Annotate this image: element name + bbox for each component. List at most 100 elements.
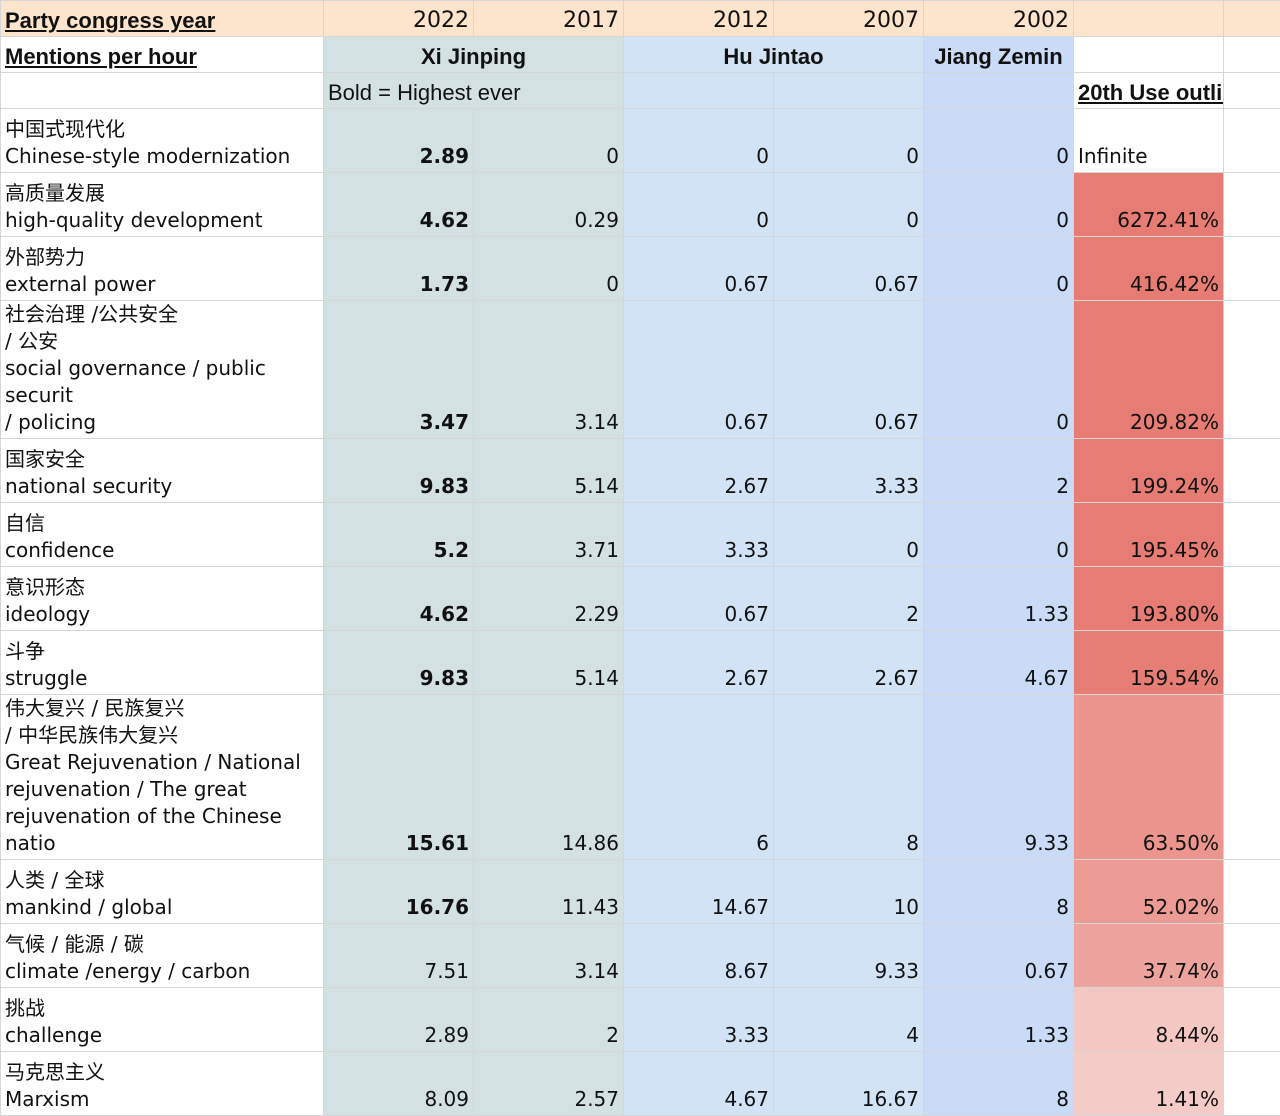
value-cell-2007[interactable]: 2 [774,567,924,631]
term-label-cell[interactable]: 气候 / 能源 / 碳 climate /energy / carbon [1,924,324,988]
outlier-cell[interactable]: 416.42% [1074,237,1224,301]
empty-cell[interactable] [1224,37,1280,73]
leader-xi[interactable]: Xi Jinping [324,37,624,73]
empty-cell[interactable] [1074,1,1224,37]
value-cell-2007[interactable]: 2.67 [774,631,924,695]
outlier-cell[interactable]: 199.24% [1074,439,1224,503]
value-cell-2002[interactable]: 0 [924,173,1074,237]
value-cell-2002[interactable]: 8 [924,860,1074,924]
value-cell-2002[interactable]: 8 [924,1052,1074,1116]
year-2007[interactable]: 2007 [774,1,924,37]
empty-cell[interactable] [1224,237,1280,301]
value-cell-2007[interactable]: 0 [774,173,924,237]
empty-cell[interactable] [1224,695,1280,860]
term-label-cell[interactable]: 高质量发展 high-quality development [1,173,324,237]
value-cell-2012[interactable]: 8.67 [624,924,774,988]
empty-cell[interactable] [1224,1052,1280,1116]
term-label-cell[interactable]: 人类 / 全球 mankind / global [1,860,324,924]
value-cell-2017[interactable]: 0 [474,109,624,173]
value-cell-2007[interactable]: 4 [774,988,924,1052]
value-cell-2022[interactable]: 7.51 [324,924,474,988]
empty-cell[interactable] [1224,109,1280,173]
value-cell-2012[interactable]: 0 [624,173,774,237]
outlier-cell[interactable]: 195.45% [1074,503,1224,567]
outlier-cell[interactable]: 159.54% [1074,631,1224,695]
outlier-cell[interactable]: 63.50% [1074,695,1224,860]
year-2012[interactable]: 2012 [624,1,774,37]
value-cell-2002[interactable]: 0.67 [924,924,1074,988]
outlier-cell[interactable]: 6272.41% [1074,173,1224,237]
empty-cell[interactable] [1224,924,1280,988]
value-cell-2007[interactable]: 8 [774,695,924,860]
empty-cell[interactable] [1224,73,1280,109]
value-cell-2007[interactable]: 10 [774,860,924,924]
value-cell-2012[interactable]: 3.33 [624,503,774,567]
subtitle-cell[interactable]: Mentions per hour [1,37,324,73]
value-cell-2017[interactable]: 2.29 [474,567,624,631]
year-2002[interactable]: 2002 [924,1,1074,37]
value-cell-2002[interactable]: 4.67 [924,631,1074,695]
term-label-cell[interactable]: 伟大复兴 / 民族复兴 / 中华民族伟大复兴 Great Rejuvenatio… [1,695,324,860]
empty-cell[interactable] [774,73,924,109]
value-cell-2007[interactable]: 3.33 [774,439,924,503]
value-cell-2017[interactable]: 3.14 [474,924,624,988]
value-cell-2007[interactable]: 0.67 [774,237,924,301]
outliers-title[interactable]: 20th Use outliers [1074,73,1224,109]
term-label-cell[interactable]: 外部势力 external power [1,237,324,301]
value-cell-2012[interactable]: 0 [624,109,774,173]
value-cell-2017[interactable]: 5.14 [474,439,624,503]
empty-cell[interactable] [1224,860,1280,924]
outlier-cell[interactable]: 1.41% [1074,1052,1224,1116]
value-cell-2012[interactable]: 4.67 [624,1052,774,1116]
value-cell-2017[interactable]: 3.71 [474,503,624,567]
value-cell-2022[interactable]: 1.73 [324,237,474,301]
outlier-cell[interactable]: 209.82% [1074,301,1224,439]
value-cell-2012[interactable]: 14.67 [624,860,774,924]
outlier-cell[interactable]: 8.44% [1074,988,1224,1052]
leader-jiang[interactable]: Jiang Zemin [924,37,1074,73]
value-cell-2017[interactable]: 5.14 [474,631,624,695]
empty-cell[interactable] [1074,37,1224,73]
term-label-cell[interactable]: 社会治理 /公共安全 / 公安 social governance / publ… [1,301,324,439]
value-cell-2017[interactable]: 3.14 [474,301,624,439]
value-cell-2012[interactable]: 3.33 [624,988,774,1052]
value-cell-2022[interactable]: 2.89 [324,109,474,173]
term-label-cell[interactable]: 挑战 challenge [1,988,324,1052]
value-cell-2022[interactable]: 15.61 [324,695,474,860]
value-cell-2017[interactable]: 14.86 [474,695,624,860]
value-cell-2002[interactable]: 0 [924,237,1074,301]
value-cell-2022[interactable]: 8.09 [324,1052,474,1116]
empty-cell[interactable] [1224,1,1280,37]
outlier-cell[interactable]: 37.74% [1074,924,1224,988]
term-label-cell[interactable]: 国家安全 national security [1,439,324,503]
empty-cell[interactable] [1224,503,1280,567]
value-cell-2002[interactable]: 2 [924,439,1074,503]
empty-cell[interactable] [1224,301,1280,439]
value-cell-2022[interactable]: 2.89 [324,988,474,1052]
header-title[interactable]: Party congress year [1,1,324,37]
outlier-cell[interactable]: 193.80% [1074,567,1224,631]
empty-cell[interactable] [1224,567,1280,631]
value-cell-2012[interactable]: 6 [624,695,774,860]
value-cell-2007[interactable]: 0 [774,109,924,173]
outlier-cell[interactable]: 52.02% [1074,860,1224,924]
leader-hu[interactable]: Hu Jintao [624,37,924,73]
year-2017[interactable]: 2017 [474,1,624,37]
year-2022[interactable]: 2022 [324,1,474,37]
value-cell-2022[interactable]: 3.47 [324,301,474,439]
value-cell-2022[interactable]: 4.62 [324,173,474,237]
value-cell-2012[interactable]: 0.67 [624,237,774,301]
value-cell-2017[interactable]: 11.43 [474,860,624,924]
value-cell-2017[interactable]: 0.29 [474,173,624,237]
term-label-cell[interactable]: 自信 confidence [1,503,324,567]
value-cell-2017[interactable]: 2 [474,988,624,1052]
empty-cell[interactable] [624,73,774,109]
value-cell-2002[interactable]: 1.33 [924,567,1074,631]
empty-cell[interactable] [1224,439,1280,503]
value-cell-2002[interactable]: 9.33 [924,695,1074,860]
value-cell-2012[interactable]: 2.67 [624,631,774,695]
empty-cell[interactable] [1,73,324,109]
empty-cell[interactable] [1224,173,1280,237]
value-cell-2022[interactable]: 9.83 [324,631,474,695]
empty-cell[interactable] [1224,988,1280,1052]
